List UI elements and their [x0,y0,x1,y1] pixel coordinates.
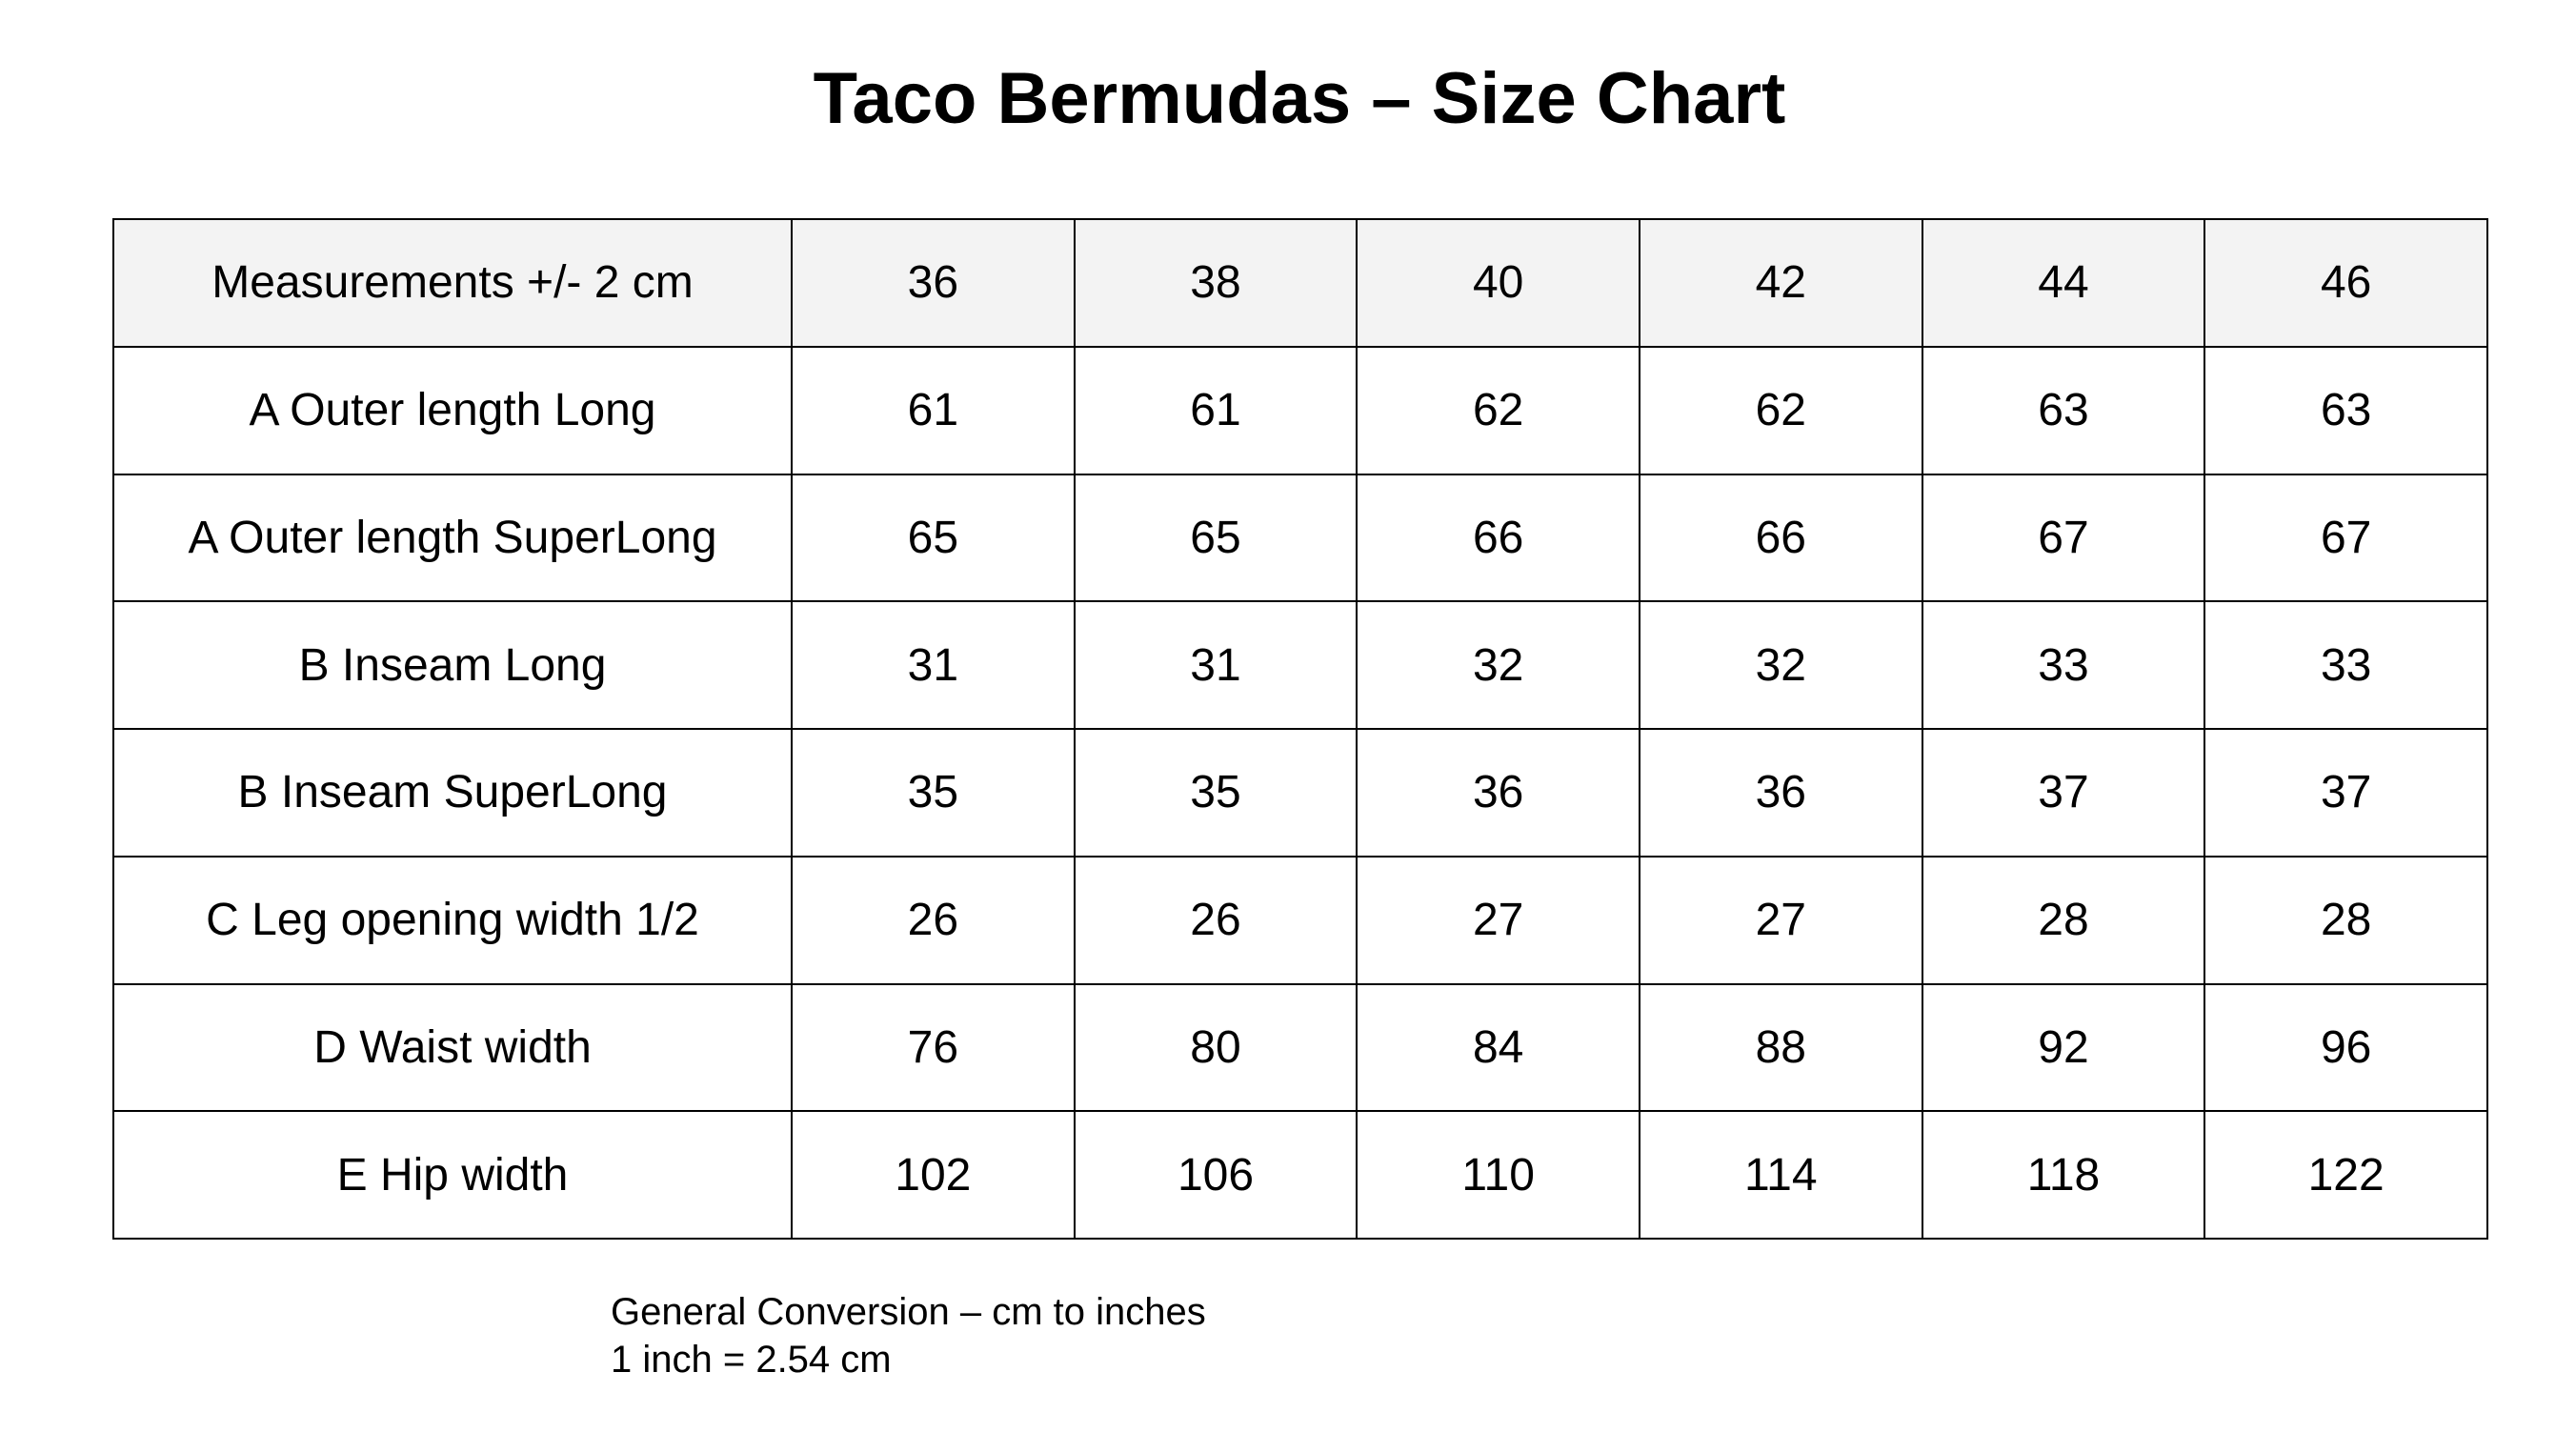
size-table: Measurements +/- 2 cm 36 38 40 42 44 46 A Outer… [112,218,2488,1240]
table-cell: 32 [1638,600,1923,730]
table-cell: 26 [791,855,1076,985]
table-cell: 67 [2204,473,2488,603]
table-row: D Waist width 76 80 84 88 92 96 [112,982,2488,1113]
table-cell: 118 [1921,1110,2206,1240]
row-label: E Hip width [112,1110,793,1240]
table-cell: 27 [1638,855,1923,985]
row-label: C Leg opening width 1/2 [112,855,793,985]
row-label: D Waist width [112,982,793,1113]
table-cell: 65 [791,473,1076,603]
table-cell: 26 [1073,855,1358,985]
table-cell: 92 [1921,982,2206,1113]
table-cell: 88 [1638,982,1923,1113]
table-cell: 96 [2204,982,2488,1113]
notes: General Conversion – cm to inches 1 inch … [611,1288,1206,1383]
header-cell: 44 [1921,218,2206,348]
table-cell: 102 [791,1110,1076,1240]
note-line: 1 inch = 2.54 cm [611,1339,892,1381]
table-cell: 33 [2204,600,2488,730]
table-cell: 31 [1073,600,1358,730]
table-row: E Hip width 102 106 110 114 118 122 [112,1110,2488,1240]
table-cell: 63 [2204,345,2488,475]
header-cell: 38 [1073,218,1358,348]
table-cell: 84 [1356,982,1640,1113]
table-cell: 122 [2204,1110,2488,1240]
table-cell: 36 [1638,728,1923,858]
table-body: Measurements +/- 2 cm 36 38 40 42 44 46 A Outer… [112,218,2488,1240]
header-cell: 40 [1356,218,1640,348]
table-cell: 37 [1921,728,2206,858]
header-cell: 42 [1638,218,1923,348]
table-cell: 37 [2204,728,2488,858]
table-cell: 80 [1073,982,1358,1113]
title: Taco Bermudas – Size Chart [813,58,1786,139]
table-cell: 28 [1921,855,2206,985]
table-cell: 65 [1073,473,1358,603]
table-cell: 33 [1921,600,2206,730]
table-cell: 76 [791,982,1076,1113]
table-cell: 62 [1638,345,1923,475]
row-label: B Inseam Long [112,600,793,730]
table-cell: 61 [1073,345,1358,475]
table-cell: 31 [791,600,1076,730]
table-row: C Leg opening width 1/2 26 26 27 27 28 28 [112,855,2488,985]
table-row: A Outer length SuperLong 65 65 66 66 67 67 [112,473,2488,603]
table-cell: 36 [1356,728,1640,858]
table-cell: 67 [1921,473,2206,603]
table-cell: 106 [1073,1110,1358,1240]
table-cell: 66 [1638,473,1923,603]
table-cell: 32 [1356,600,1640,730]
header-cell: 36 [791,218,1076,348]
table-cell: 35 [791,728,1076,858]
table-cell: 61 [791,345,1076,475]
table-cell: 62 [1356,345,1640,475]
table-cell: 63 [1921,345,2206,475]
row-label: B Inseam SuperLong [112,728,793,858]
table-cell: 27 [1356,855,1640,985]
header-cell: Measurements +/- 2 cm [112,218,793,348]
table-cell: 28 [2204,855,2488,985]
table-row: A Outer length Long 61 61 62 62 63 63 [112,345,2488,475]
header-row: Measurements +/- 2 cm 36 38 40 42 44 46 [112,218,2488,348]
row-label: A Outer length Long [112,345,793,475]
table-row: B Inseam SuperLong 35 35 36 36 37 37 [112,728,2488,858]
note-line: General Conversion – cm to inches [611,1291,1206,1333]
table-cell: 110 [1356,1110,1640,1240]
row-label: A Outer length SuperLong [112,473,793,603]
table-row: B Inseam Long 31 31 32 32 33 33 [112,600,2488,730]
table-cell: 35 [1073,728,1358,858]
header-cell: 46 [2204,218,2488,348]
table-cell: 66 [1356,473,1640,603]
table-cell: 114 [1638,1110,1923,1240]
